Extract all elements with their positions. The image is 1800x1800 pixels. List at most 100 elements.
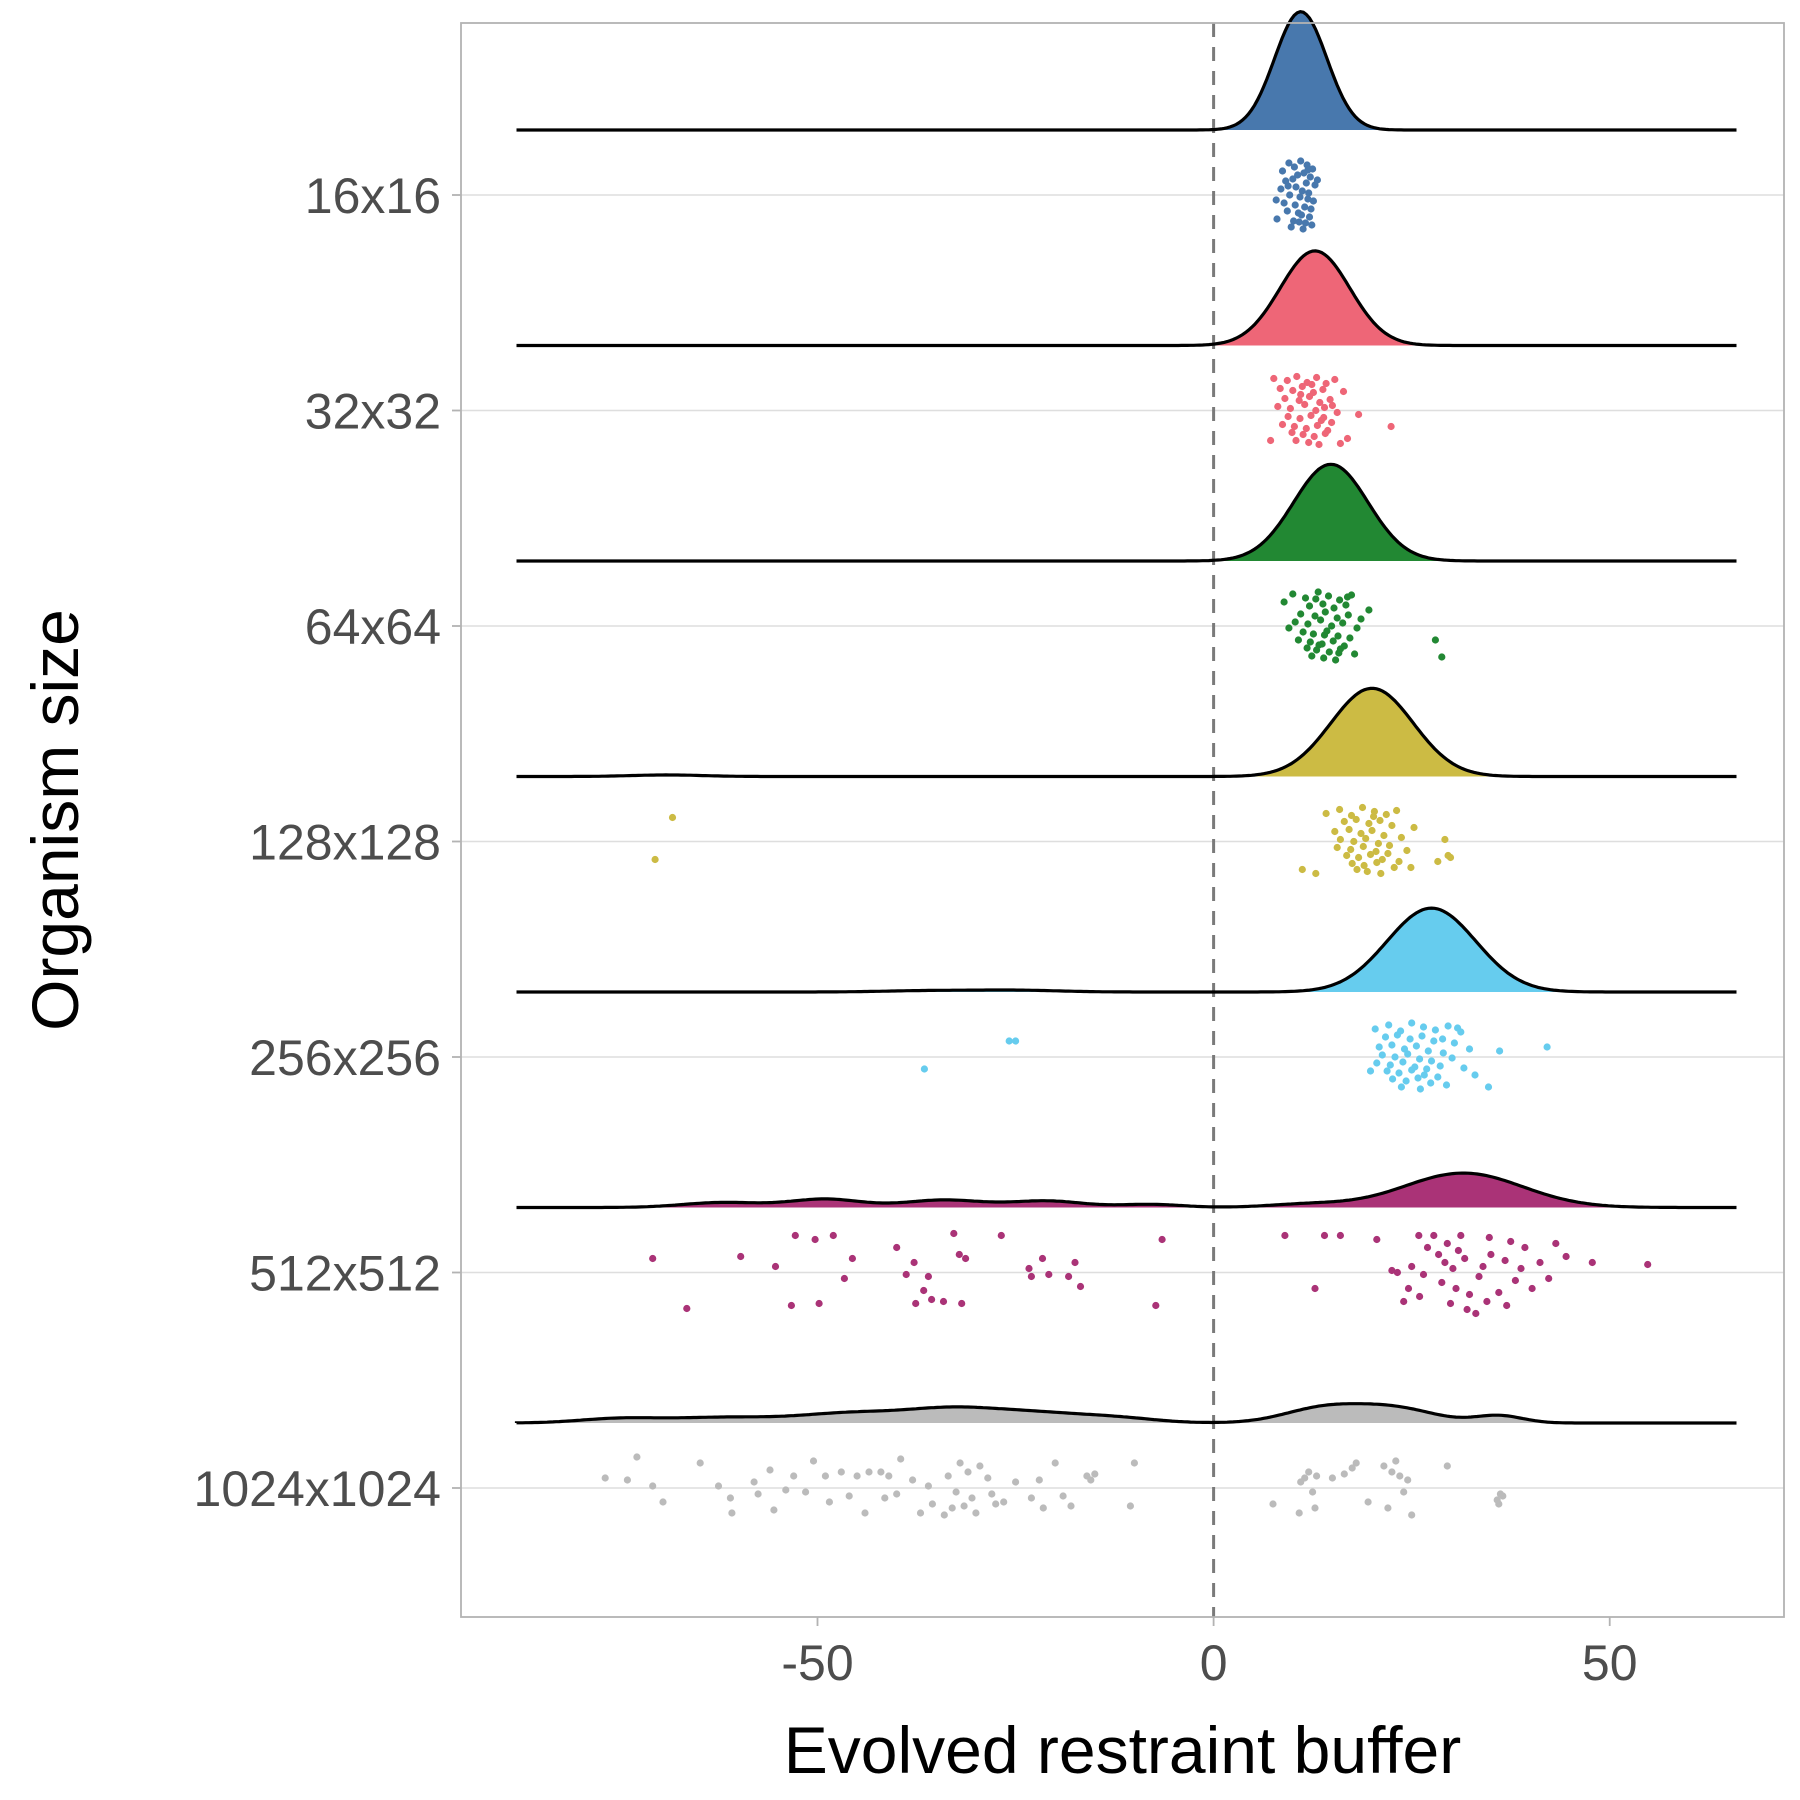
- point-256x256-39: [1408, 1066, 1416, 1074]
- point-512x512-23: [997, 1231, 1005, 1240]
- point-64x64-11: [1365, 606, 1373, 614]
- density-fill-32x32: [516, 250, 1737, 346]
- point-256x256-50: [1416, 1085, 1424, 1093]
- point-128x128-32: [1343, 851, 1351, 860]
- point-512x512-47: [1435, 1250, 1443, 1259]
- point-32x32-32: [1302, 424, 1310, 433]
- point-16x16-17: [1286, 191, 1294, 199]
- point-64x64-38: [1308, 652, 1316, 660]
- point-256x256-15: [1430, 1037, 1438, 1045]
- point-64x64-48: [1357, 615, 1365, 623]
- point-1024x1024-68: [1348, 1464, 1356, 1472]
- point-256x256-27: [1416, 1055, 1424, 1063]
- point-256x256-54: [1366, 1067, 1375, 1075]
- point-1024x1024-13: [782, 1486, 790, 1494]
- point-256x256-4: [1385, 1021, 1393, 1029]
- point-512x512-44: [1419, 1270, 1428, 1279]
- point-16x16-1: [1290, 163, 1298, 171]
- point-128x128-19: [1380, 831, 1388, 840]
- point-256x256-34: [1423, 1065, 1431, 1073]
- point-16x16-29: [1273, 215, 1281, 223]
- x-tick-label-50: 50: [1582, 1635, 1638, 1691]
- point-512x512-7: [811, 1235, 819, 1244]
- point-128x128-35: [1378, 855, 1386, 864]
- point-64x64-27: [1346, 634, 1354, 642]
- point-32x32-5: [1322, 379, 1330, 388]
- point-16x16-35: [1272, 196, 1280, 204]
- point-1024x1024-15: [802, 1488, 810, 1496]
- point-1024x1024-31: [924, 1482, 933, 1490]
- point-128x128-44: [1298, 865, 1306, 874]
- point-1024x1024-46: [1012, 1478, 1020, 1486]
- point-32x32-37: [1310, 432, 1318, 441]
- point-32x32-23: [1333, 408, 1341, 417]
- point-512x512-18: [924, 1272, 933, 1281]
- point-512x512-25: [1027, 1272, 1035, 1281]
- point-1024x1024-29: [909, 1476, 917, 1484]
- point-256x256-51: [1543, 1043, 1551, 1051]
- point-64x64-2: [1314, 588, 1322, 596]
- density-outline-256x256: [516, 906, 1737, 994]
- point-128x128-9: [1340, 817, 1348, 826]
- point-64x64-37: [1351, 650, 1359, 658]
- point-1024x1024-14: [790, 1472, 798, 1480]
- point-256x256-20: [1412, 1042, 1420, 1050]
- point-128x128-49: [1441, 835, 1449, 844]
- point-512x512-78: [1416, 1292, 1424, 1301]
- point-256x256-17: [1375, 1043, 1383, 1051]
- point-512x512-29: [1071, 1258, 1079, 1267]
- y-tick-label-32x32: 32x32: [305, 384, 441, 440]
- point-1024x1024-19: [837, 1468, 845, 1476]
- point-1024x1024-63: [1309, 1488, 1317, 1496]
- point-16x16-11: [1302, 179, 1310, 187]
- point-512x512-45: [1423, 1243, 1432, 1252]
- point-128x128-34: [1366, 850, 1375, 859]
- point-1024x1024-2: [633, 1453, 641, 1461]
- point-16x16-15: [1298, 187, 1306, 195]
- point-512x512-14: [912, 1299, 920, 1308]
- point-32x32-46: [1297, 390, 1305, 399]
- x-tick-label--50: -50: [781, 1635, 853, 1691]
- y-tick-label-256x256: 256x256: [249, 1030, 441, 1086]
- point-1024x1024-1: [623, 1476, 632, 1484]
- point-32x32-12: [1339, 387, 1348, 396]
- point-32x32-44: [1387, 422, 1395, 431]
- point-256x256-2: [1012, 1037, 1020, 1045]
- point-64x64-40: [1332, 656, 1340, 664]
- point-256x256-31: [1386, 1061, 1394, 1069]
- point-1024x1024-33: [940, 1511, 948, 1519]
- point-1024x1024-69: [1352, 1459, 1360, 1467]
- y-tick-label-1024x1024: 1024x1024: [194, 1461, 441, 1517]
- point-512x512-55: [1461, 1254, 1469, 1263]
- point-256x256-35: [1436, 1062, 1444, 1070]
- point-64x64-33: [1303, 644, 1311, 652]
- point-512x512-77: [1503, 1301, 1511, 1310]
- point-128x128-12: [1376, 816, 1384, 825]
- point-32x32-21: [1312, 406, 1320, 415]
- point-32x32-30: [1278, 420, 1287, 429]
- point-512x512-43: [1415, 1231, 1423, 1240]
- point-512x512-27: [1045, 1270, 1053, 1279]
- point-1024x1024-77: [1404, 1476, 1412, 1484]
- point-64x64-22: [1353, 624, 1361, 632]
- point-1024x1024-35: [948, 1504, 956, 1512]
- point-1024x1024-66: [1328, 1474, 1336, 1482]
- point-64x64-35: [1325, 648, 1333, 656]
- point-256x256-11: [1381, 1033, 1390, 1041]
- point-512x512-68: [1528, 1284, 1536, 1293]
- density-fill-64x64: [516, 464, 1737, 561]
- point-512x512-50: [1443, 1239, 1451, 1248]
- y-tick-label-128x128: 128x128: [249, 815, 441, 871]
- point-1024x1024-16: [809, 1457, 818, 1465]
- point-1024x1024-52: [1067, 1502, 1075, 1510]
- point-512x512-36: [1336, 1231, 1344, 1240]
- point-64x64-20: [1328, 622, 1336, 630]
- point-32x32-35: [1288, 428, 1296, 437]
- point-512x512-8: [829, 1231, 837, 1240]
- point-1024x1024-36: [952, 1488, 960, 1496]
- point-256x256-38: [1395, 1069, 1403, 1077]
- point-1024x1024-47: [1027, 1494, 1035, 1502]
- point-64x64-18: [1304, 620, 1312, 628]
- point-1024x1024-62: [1305, 1468, 1313, 1476]
